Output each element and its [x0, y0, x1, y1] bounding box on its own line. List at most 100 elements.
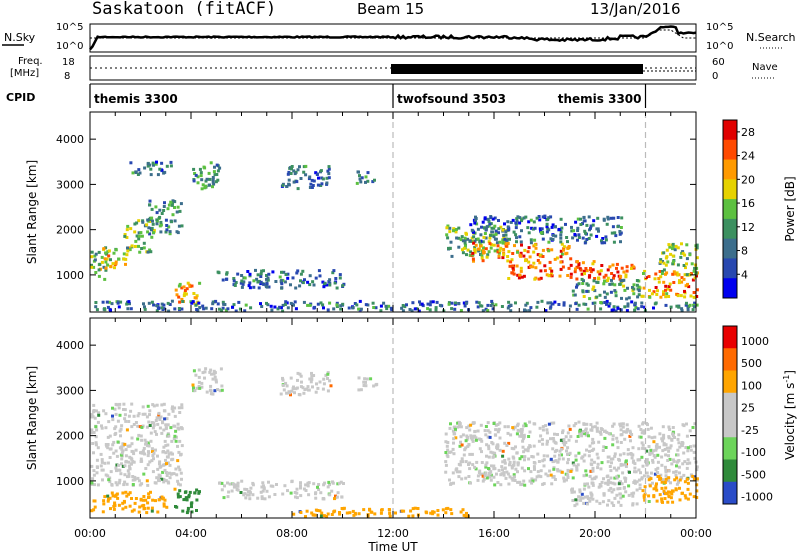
range-gate-cell: [591, 469, 595, 473]
range-gate-cell: [574, 422, 578, 426]
range-gate-cell: [522, 424, 526, 428]
range-gate-cell: [339, 304, 343, 308]
range-gate-cell: [454, 228, 458, 231]
range-gate-cell: [327, 480, 331, 484]
x-axis-label: Time UT: [367, 540, 418, 554]
range-gate-cell: [542, 458, 546, 462]
range-gate-cell: [185, 498, 189, 502]
range-gate-cell: [448, 230, 452, 234]
range-gate-cell: [441, 508, 445, 512]
range-gate-cell: [672, 459, 676, 463]
range-gate-cell: [600, 480, 604, 484]
range-gate-cell: [485, 255, 489, 259]
range-gate-cell: [382, 301, 386, 305]
range-gate-cell: [660, 272, 664, 275]
range-gate-cell: [689, 445, 692, 449]
range-gate-cell: [226, 481, 229, 485]
range-gate-cell: [533, 238, 537, 242]
range-gate-cell: [687, 285, 691, 289]
range-gate-cell: [232, 482, 235, 486]
y-tick-label: 2000: [56, 224, 84, 237]
range-gate-cell: [265, 301, 268, 305]
range-gate-cell: [674, 244, 678, 248]
range-gate-cell: [596, 270, 600, 274]
range-gate-cell: [123, 473, 127, 477]
colorbar-swatch: [723, 437, 737, 460]
range-gate-cell: [664, 263, 668, 267]
range-gate-cell: [262, 486, 266, 490]
range-gate-cell: [103, 307, 106, 311]
range-gate-cell: [622, 430, 626, 434]
range-gate-cell: [461, 251, 465, 255]
range-gate-cell: [168, 230, 172, 234]
range-gate-cell: [130, 436, 134, 440]
range-gate-cell: [488, 472, 492, 476]
range-gate-cell: [529, 218, 533, 222]
range-gate-cell: [146, 463, 150, 467]
range-gate-cell: [164, 218, 168, 222]
range-gate-cell: [90, 255, 94, 259]
range-gate-cell: [151, 219, 154, 223]
range-gate-cell: [146, 506, 150, 510]
range-gate-cell: [174, 467, 178, 471]
range-gate-cell: [550, 482, 554, 486]
range-gate-cell: [419, 302, 422, 306]
range-gate-cell: [454, 427, 457, 431]
range-gate-cell: [120, 457, 124, 461]
range-gate-cell: [649, 426, 653, 430]
range-gate-cell: [667, 454, 670, 458]
range-gate-cell: [142, 302, 145, 306]
range-gate-cell: [516, 428, 520, 432]
range-gate-cell: [313, 513, 317, 517]
range-gate-cell: [201, 183, 205, 187]
range-gate-cell: [287, 178, 291, 182]
range-gate-cell: [522, 479, 526, 483]
range-gate-cell: [108, 447, 112, 451]
range-gate-cell: [484, 425, 488, 428]
range-gate-cell: [162, 502, 166, 506]
range-gate-cell: [114, 431, 118, 435]
range-gate-cell: [527, 457, 531, 461]
range-gate-cell: [176, 205, 180, 209]
range-gate-cell: [425, 511, 429, 515]
range-gate-cell: [504, 476, 508, 480]
range-gate-cell: [218, 481, 221, 485]
range-gate-cell: [226, 307, 230, 311]
range-gate-cell: [664, 492, 667, 496]
range-gate-cell: [106, 461, 110, 465]
range-gate-cell: [175, 210, 179, 214]
range-gate-cell: [671, 434, 675, 437]
range-gate-cell: [154, 448, 157, 452]
range-gate-cell: [400, 509, 404, 513]
range-gate-cell: [243, 487, 247, 491]
range-gate-cell: [618, 230, 622, 233]
range-gate-cell: [331, 271, 335, 275]
range-gate-cell: [191, 300, 195, 304]
range-gate-cell: [591, 223, 595, 227]
range-gate-cell: [127, 472, 131, 476]
range-gate-cell: [100, 426, 104, 430]
range-gate-cell: [521, 437, 525, 441]
range-gate-cell: [179, 452, 183, 456]
range-gate-cell: [487, 240, 491, 244]
range-gate-cell: [90, 431, 94, 435]
range-gate-cell: [507, 482, 511, 486]
range-gate-cell: [359, 307, 363, 311]
range-gate-cell: [301, 386, 305, 390]
range-gate-cell: [157, 415, 161, 419]
range-gate-cell: [451, 447, 455, 451]
range-gate-cell: [551, 437, 555, 440]
range-gate-cell: [190, 510, 194, 514]
range-gate-cell: [468, 461, 472, 465]
range-gate-cell: [159, 415, 163, 419]
range-gate-cell: [167, 309, 171, 313]
range-gate-cell: [152, 457, 155, 461]
range-gate-cell: [413, 307, 417, 311]
range-gate-cell: [174, 429, 178, 433]
range-gate-cell: [312, 374, 316, 377]
range-gate-cell: [94, 409, 98, 413]
range-gate-cell: [261, 489, 265, 493]
range-gate-cell: [160, 495, 164, 499]
range-gate-cell: [635, 480, 639, 484]
range-gate-cell: [116, 419, 120, 423]
